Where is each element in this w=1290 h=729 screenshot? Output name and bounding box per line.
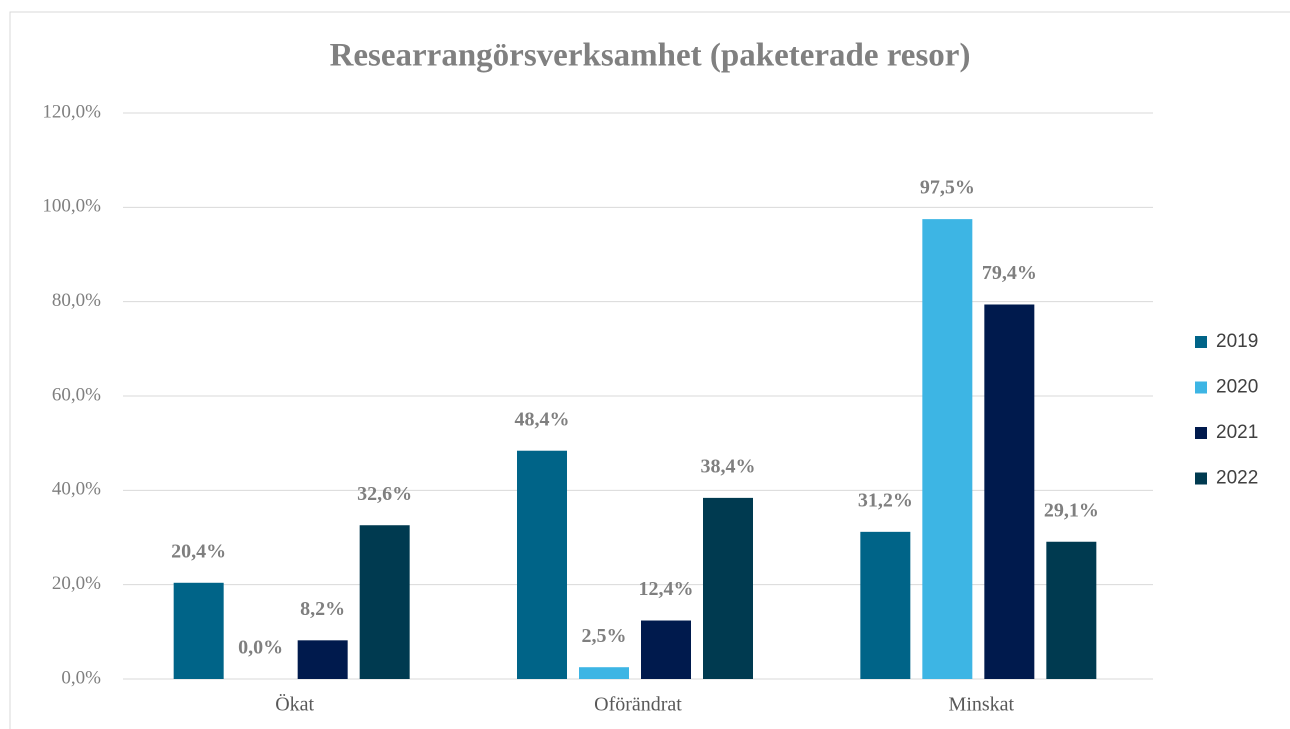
bar <box>984 304 1035 679</box>
value-label: 79,4% <box>982 262 1037 284</box>
value-label: 32,6% <box>357 483 412 505</box>
value-label: 38,4% <box>701 455 756 477</box>
bar <box>1046 541 1097 679</box>
legend-label: 2020 <box>1216 377 1258 398</box>
x-tick-label: Ökat <box>275 693 314 716</box>
x-tick-label: Minskat <box>949 694 1015 716</box>
y-tick-label: 60,0% <box>52 384 101 405</box>
chart-title: Researrangörsverksamhet (paketerade reso… <box>330 38 971 74</box>
bar <box>922 219 973 679</box>
bar <box>860 531 911 679</box>
y-tick-label: 40,0% <box>52 479 101 500</box>
value-label: 20,4% <box>171 540 226 562</box>
legend-swatch <box>1195 336 1207 348</box>
bar <box>173 582 224 679</box>
bar <box>703 497 753 679</box>
y-tick-label: 100,0% <box>42 196 101 217</box>
legend-label: 2021 <box>1216 422 1258 443</box>
y-tick-label: 120,0% <box>42 101 101 122</box>
x-tick-label: Oförändrat <box>594 694 682 716</box>
value-label: 12,4% <box>639 578 694 600</box>
value-label: 2,5% <box>582 625 627 647</box>
y-tick-label: 80,0% <box>52 290 101 311</box>
y-tick-label: 20,0% <box>52 573 101 594</box>
bar <box>297 640 348 679</box>
value-label: 29,1% <box>1044 499 1099 521</box>
bar <box>359 525 410 679</box>
legend-swatch <box>1195 472 1207 485</box>
value-label: 31,2% <box>858 489 913 511</box>
bar <box>641 620 691 679</box>
legend-swatch <box>1195 427 1207 439</box>
bar <box>579 667 629 679</box>
bar <box>517 450 567 679</box>
y-tick-label: 0,0% <box>61 667 101 688</box>
value-label: 97,5% <box>920 177 975 199</box>
value-label: 8,2% <box>300 598 345 620</box>
legend-swatch <box>1195 381 1207 394</box>
legend-label: 2022 <box>1216 468 1258 489</box>
legend-label: 2019 <box>1216 331 1258 352</box>
value-label: 48,4% <box>515 408 570 430</box>
value-label: 0,0% <box>238 637 283 659</box>
